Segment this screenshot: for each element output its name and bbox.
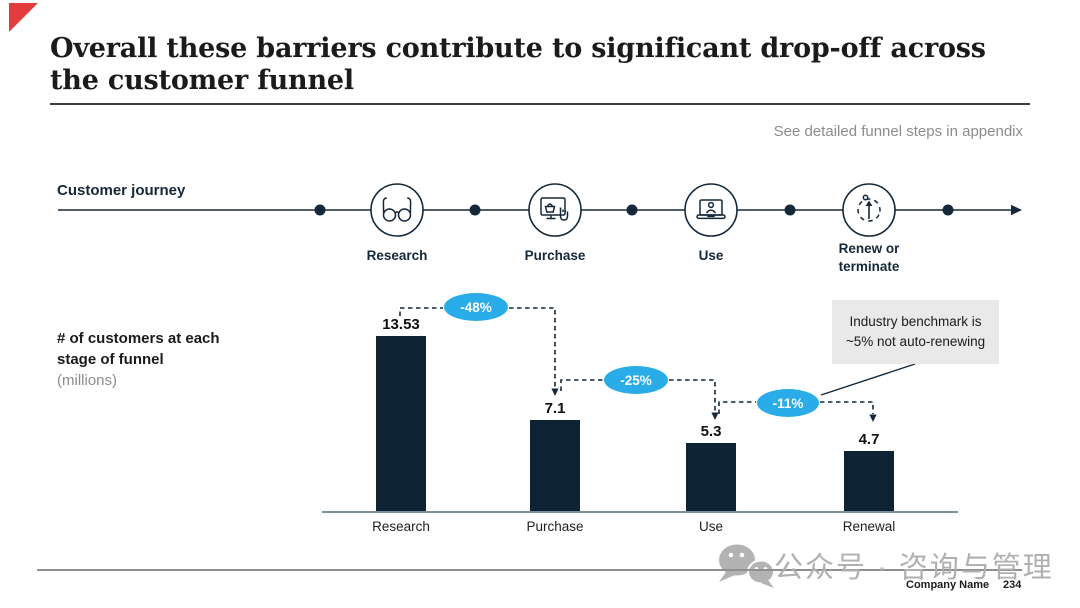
chart-axis-unit: (millions) <box>57 372 117 389</box>
stage-label-renew-or-terminate: Renew or terminate <box>838 241 900 275</box>
funnel-bar <box>376 336 426 512</box>
x-axis-line <box>322 511 958 513</box>
axis-category-label: Use <box>698 519 723 534</box>
appendix-note: See detailed funnel steps in appendix <box>773 123 1023 140</box>
glasses-icon <box>382 197 412 222</box>
stage-label-research: Research <box>366 248 428 263</box>
funnel-bar <box>530 420 580 512</box>
chart-axis-title: # of customers at each stage of funnel <box>57 330 220 368</box>
title-divider <box>50 103 1030 105</box>
footer-page-number: 234 <box>1003 579 1022 591</box>
stage-label-purchase: Purchase <box>524 248 586 263</box>
bar-group: 7.1 <box>530 400 580 512</box>
bar-value-label: 5.3 <box>700 423 722 440</box>
stage-circles <box>370 183 896 237</box>
bar-value-label: 13.53 <box>382 316 420 333</box>
journey-arrow-icon <box>1011 204 1022 216</box>
drop-bubble-purchase-use: -25% <box>604 366 668 394</box>
footer-company-name: Company Name <box>906 579 990 591</box>
axis-category-label: Research <box>372 519 430 534</box>
funnel-bar <box>844 451 894 512</box>
wechat-logo-icon <box>719 544 775 588</box>
laptop-user-icon <box>696 199 726 220</box>
bar-value-label: 4.7 <box>858 431 880 448</box>
stage-label-use: Use <box>698 248 724 263</box>
drop-bubble-research-purchase: -48% <box>444 293 508 321</box>
footer-divider <box>37 569 1022 571</box>
axis-category-label: Purchase <box>526 519 584 534</box>
customer-journey-label: Customer journey <box>57 182 186 199</box>
drop-bubble-use-renewal: -11% <box>757 389 819 417</box>
bar-group: 4.7 <box>844 431 894 512</box>
axis-category-label: Renewal <box>842 519 896 534</box>
renew-arrow-icon <box>857 194 881 222</box>
journey-timeline <box>58 183 1022 237</box>
funnel-bar <box>686 443 736 512</box>
page-title: Overall these barriers contribute to sig… <box>50 33 986 96</box>
screen-basket-hand-icon <box>540 197 569 221</box>
journey-dots <box>314 204 954 216</box>
bar-group: 5.3 <box>686 423 736 512</box>
benchmark-callout: Industry benchmark is ~5% not auto-renew… <box>832 300 999 364</box>
benchmark-pointer-line <box>820 363 916 396</box>
corner-marker-icon <box>9 3 38 32</box>
bar-group: 13.53 <box>376 316 426 512</box>
bar-value-label: 7.1 <box>544 400 566 417</box>
drop-arrowheads <box>551 388 877 422</box>
watermark-text: 公众号 · 咨询与管理 <box>774 552 1054 584</box>
